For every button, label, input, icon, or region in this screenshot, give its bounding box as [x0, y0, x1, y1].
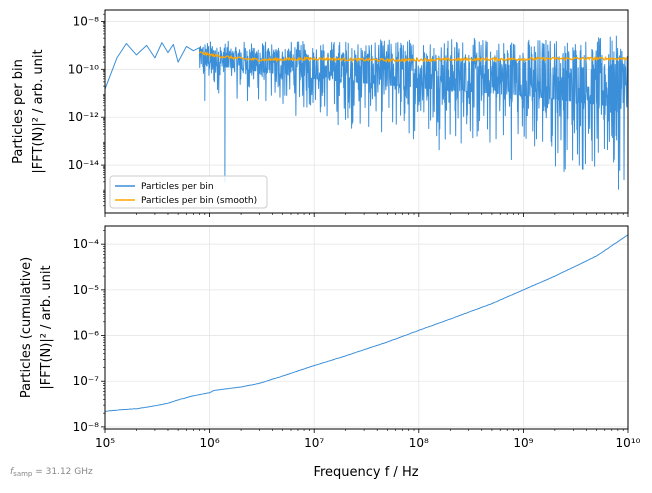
top-ytick-label: 10⁻¹⁰: [68, 62, 99, 76]
bottom-xtick-label: 10¹⁰: [616, 436, 641, 450]
x-axis-label: Frequency f / Hz: [313, 465, 418, 480]
footnote-sub: samp: [13, 470, 33, 478]
bottom-xtick-label: 10⁷: [304, 436, 324, 450]
top-ytick-label: 10⁻¹⁴: [68, 158, 99, 172]
bottom-ticks: 10⁵ 10⁶ 10⁷ 10⁸ 10⁹ 10¹⁰ 10⁻⁸ 10⁻⁷ 10⁻⁶ 10⁻⁵ 10⁻⁴: [73, 230, 641, 450]
bottom-ylabel-line2: |FFT(N)|² / arb. unit: [39, 265, 54, 389]
top-ytick-label: 10⁻¹²: [68, 110, 99, 124]
bottom-axes-frame: [104, 225, 629, 430]
bottom-ylabel-line1: Particles (cumulative): [19, 257, 34, 398]
top-ticks: 10⁻¹⁴ 10⁻¹² 10⁻¹⁰ 10⁻⁸: [68, 13, 629, 217]
top-smooth-spectrum-line: [198, 51, 628, 64]
top-ylabel-line2: |FFT(N)|² / arb. unit: [31, 49, 46, 173]
bottom-data-area: [104, 234, 629, 412]
top-data-area: [105, 35, 628, 190]
bottom-ytick-label: 10⁻⁷: [73, 374, 100, 388]
bottom-ytick-label: 10⁻⁵: [73, 283, 100, 297]
bottom-panel: 10⁵ 10⁶ 10⁷ 10⁸ 10⁹ 10¹⁰10⁻⁸10⁻⁷10⁻⁶10⁻⁵10⁻⁴ …: [19, 225, 641, 480]
bottom-cumulative-line: [104, 234, 629, 412]
footnote-f: f: [10, 467, 15, 477]
bottom-xtick-label: 10⁶: [200, 436, 220, 450]
bottom-xtick-label: 10⁸: [409, 436, 429, 450]
sampling-frequency-note: fsamp = 31.12 GHz: [10, 467, 93, 478]
top-raw-spectrum-line: [105, 35, 628, 190]
bottom-xtick-label: 10⁹: [513, 436, 533, 450]
bottom-ytick-label: 10⁻⁶: [73, 329, 100, 343]
legend-box: [109, 175, 268, 209]
legend: Particles per bin Particles per bin (smo…: [109, 175, 268, 209]
top-series-group: [105, 35, 628, 190]
footnote-rest: = 31.12 GHz: [32, 467, 93, 477]
legend-label-raw: Particles per bin: [141, 182, 214, 192]
bottom-ytick-label: 10⁻⁸: [73, 420, 100, 434]
top-axes-frame: [104, 9, 629, 214]
top-panel: 10⁻¹⁴ 10⁻¹² 10⁻¹⁰ 10⁻⁸ Particles per bin |F…: [11, 9, 629, 217]
legend-label-smooth: Particles per bin (smooth): [141, 196, 257, 206]
top-ytick-label: 10⁻⁸: [73, 14, 100, 28]
bottom-ytick-label: 10⁻⁴: [73, 237, 100, 251]
bottom-xtick-label: 10⁵: [95, 436, 115, 450]
top-ylabel-line1: Particles per bin: [11, 59, 26, 164]
